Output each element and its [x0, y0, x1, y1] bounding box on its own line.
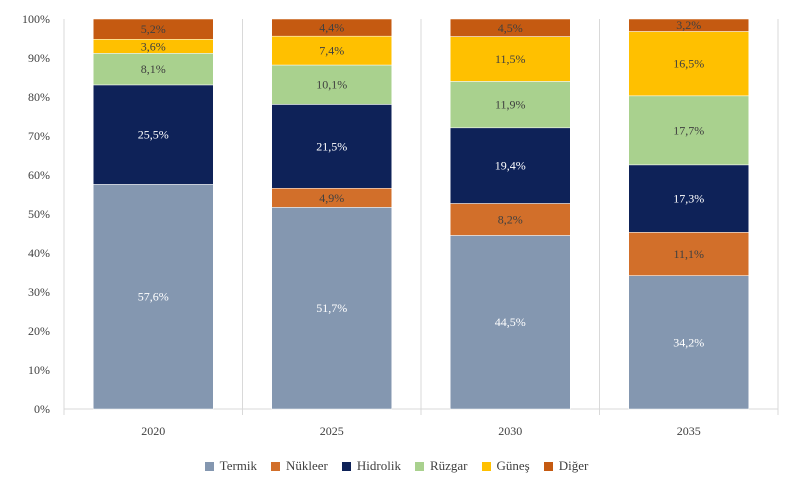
bar-segment: [271, 104, 392, 189]
legend: Termik Nükleer Hidrolik Rüzgar Güneş Diğer: [0, 456, 793, 476]
data-label: 19,4%: [495, 159, 526, 173]
data-label: 16,5%: [673, 57, 704, 71]
bar-segment: [628, 18, 749, 32]
bar-segment: [628, 275, 749, 410]
y-tick-label: 30%: [28, 285, 50, 299]
legend-label: Nükleer: [286, 458, 328, 473]
data-label: 17,7%: [673, 123, 704, 137]
y-tick-label: 40%: [28, 246, 50, 260]
bar-segment: [271, 35, 392, 66]
stacked-bar-chart: 0% 10% 20% 30% 40% 50% 60% 70% 80% 90% 100% 2020 20…: [22, 12, 779, 438]
y-tick-label: 80%: [28, 90, 50, 104]
x-tick-label: 2025: [320, 424, 344, 438]
legend-label: Güneş: [496, 458, 530, 473]
data-label: 3,2%: [676, 18, 701, 32]
data-label: 7,4%: [319, 44, 344, 58]
bar-segment: [628, 164, 749, 233]
y-tick-label: 60%: [28, 168, 50, 182]
data-label: 8,2%: [498, 212, 523, 226]
legend-label: Rüzgar: [429, 458, 468, 473]
data-label: 11,1%: [673, 247, 704, 261]
y-tick-label: 10%: [28, 363, 50, 377]
y-tick-label: 70%: [28, 129, 50, 143]
bar-segment: [450, 36, 571, 82]
data-label: 51,7%: [316, 301, 347, 315]
legend-label: Diğer: [558, 458, 589, 473]
y-axis: 0% 10% 20% 30% 40% 50% 60% 70% 80% 90% 100%: [22, 12, 65, 416]
legend-label: Termik: [219, 458, 258, 473]
legend-swatch: [204, 461, 214, 471]
data-label: 17,3%: [673, 192, 704, 206]
data-label: 25,5%: [138, 128, 169, 142]
bar-segment: [628, 31, 749, 97]
bar-segment: [450, 81, 571, 129]
y-tick-label: 20%: [28, 324, 50, 338]
bar-segment: [450, 203, 571, 236]
bar-segment: [93, 53, 214, 86]
x-tick-label: 2030: [498, 424, 522, 438]
bar-segment: [450, 235, 571, 410]
bar-segment: [450, 127, 571, 204]
data-label: 44,5%: [495, 315, 526, 329]
legend-item: Güneş: [481, 458, 530, 474]
bars: 57,6% 25,5% 8,1% 3,6% 5,2% 51,7% 4,9% 21,5% 10,1…: [93, 18, 749, 410]
legend-item: Rüzgar: [414, 458, 468, 474]
data-label: 10,1%: [316, 78, 347, 92]
data-label: 4,5%: [498, 21, 523, 35]
legend-item: Hidrolik: [341, 458, 401, 474]
y-tick-label: 90%: [28, 51, 50, 65]
data-label: 34,2%: [673, 335, 704, 349]
legend-label: Hidrolik: [356, 458, 401, 473]
bar-segment: [93, 18, 214, 40]
y-tick-label: 0%: [34, 402, 50, 416]
bar-segment: [93, 84, 214, 185]
bar-segment: [271, 64, 392, 105]
y-tick-label: 100%: [22, 12, 50, 26]
legend-swatch: [481, 461, 491, 471]
data-label: 11,5%: [495, 52, 526, 66]
bar-segment: [628, 95, 749, 166]
data-label: 4,9%: [319, 191, 344, 205]
legend-item: Termik: [204, 458, 258, 474]
legend-item: Diğer: [543, 458, 589, 474]
bar-segment: [271, 18, 392, 37]
data-label: 5,2%: [141, 22, 166, 36]
data-label: 57,6%: [138, 290, 169, 304]
data-label: 3,6%: [141, 39, 166, 53]
bar-segment: [93, 184, 214, 410]
bar-segment: [450, 18, 571, 37]
data-label: 8,1%: [141, 62, 166, 76]
legend-item: Nükleer: [271, 458, 328, 474]
data-label: 21,5%: [316, 139, 347, 153]
bar-segment: [628, 232, 749, 276]
data-label: 4,4%: [319, 21, 344, 35]
legend-swatch: [271, 461, 281, 471]
x-tick-label: 2020: [141, 424, 165, 438]
legend-swatch: [341, 461, 351, 471]
legend-swatch: [543, 461, 553, 471]
data-label: 11,9%: [495, 98, 526, 112]
y-tick-label: 50%: [28, 207, 50, 221]
legend-swatch: [414, 461, 424, 471]
x-tick-label: 2035: [677, 424, 701, 438]
